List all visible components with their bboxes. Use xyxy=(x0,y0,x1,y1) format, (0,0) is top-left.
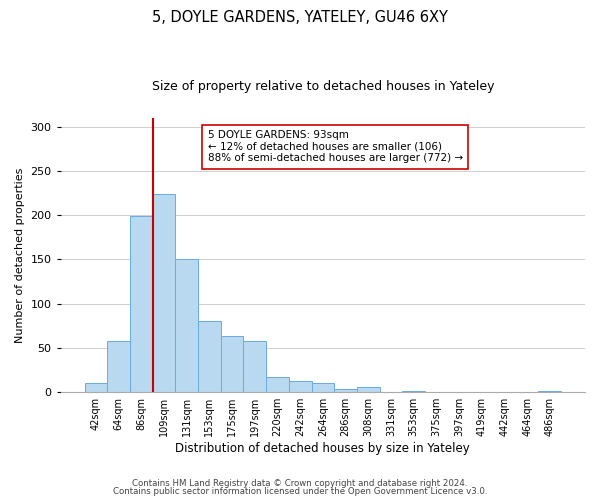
Text: Contains HM Land Registry data © Crown copyright and database right 2024.: Contains HM Land Registry data © Crown c… xyxy=(132,478,468,488)
Text: 5 DOYLE GARDENS: 93sqm
← 12% of detached houses are smaller (106)
88% of semi-de: 5 DOYLE GARDENS: 93sqm ← 12% of detached… xyxy=(208,130,463,164)
Bar xyxy=(175,260,198,392)
Bar xyxy=(85,384,107,392)
X-axis label: Distribution of detached houses by size in Yateley: Distribution of detached houses by size … xyxy=(175,442,470,455)
Bar xyxy=(266,377,289,392)
Bar xyxy=(221,336,244,392)
Text: 5, DOYLE GARDENS, YATELEY, GU46 6XY: 5, DOYLE GARDENS, YATELEY, GU46 6XY xyxy=(152,10,448,25)
Bar xyxy=(244,341,266,392)
Bar xyxy=(130,216,152,392)
Bar xyxy=(311,384,334,392)
Bar xyxy=(289,380,311,392)
Bar xyxy=(334,388,357,392)
Title: Size of property relative to detached houses in Yateley: Size of property relative to detached ho… xyxy=(152,80,494,93)
Y-axis label: Number of detached properties: Number of detached properties xyxy=(15,168,25,342)
Bar xyxy=(198,322,221,392)
Bar xyxy=(357,387,380,392)
Text: Contains public sector information licensed under the Open Government Licence v3: Contains public sector information licen… xyxy=(113,487,487,496)
Bar xyxy=(107,341,130,392)
Bar xyxy=(152,194,175,392)
